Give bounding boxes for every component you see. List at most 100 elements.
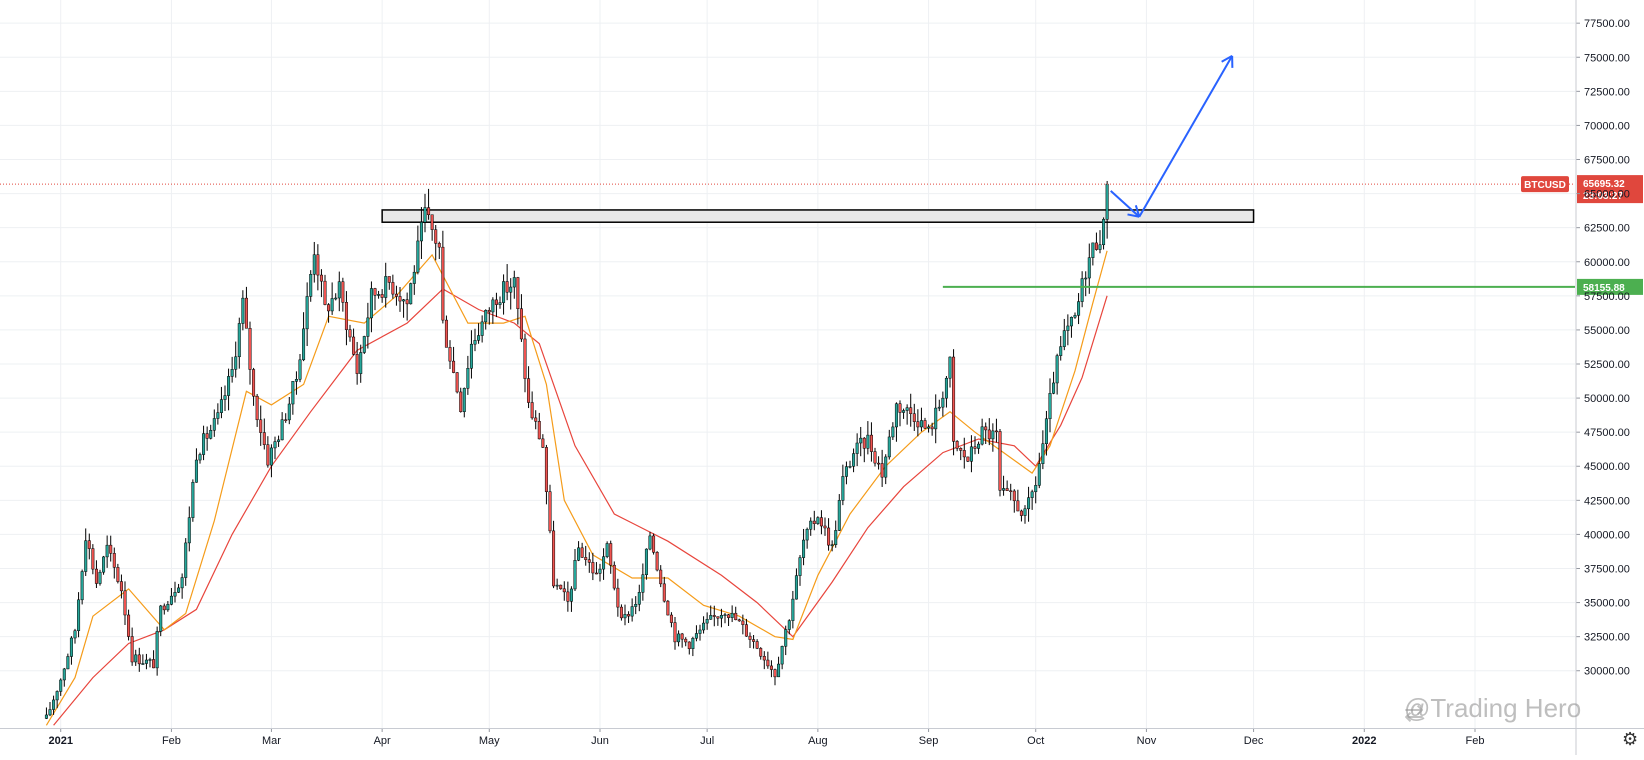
candle <box>1024 509 1027 516</box>
candle <box>613 565 616 588</box>
candle <box>770 666 773 670</box>
y-tick-label: 45000.00 <box>1584 461 1630 473</box>
candle <box>88 541 91 549</box>
candle <box>109 545 112 553</box>
candle <box>320 275 323 281</box>
x-tick-label: Feb <box>162 735 181 747</box>
candle <box>831 545 834 546</box>
candle <box>1074 315 1077 317</box>
candle <box>192 482 195 517</box>
candle <box>317 255 320 275</box>
candle <box>470 344 473 368</box>
candle <box>95 569 98 583</box>
candle <box>695 633 698 638</box>
gear-icon[interactable]: ⚙ <box>1622 729 1638 749</box>
candle <box>634 604 637 606</box>
candle <box>217 413 220 419</box>
candle <box>402 300 405 301</box>
candle <box>942 398 945 407</box>
candle <box>256 396 259 420</box>
candle <box>534 418 537 421</box>
candle <box>763 656 766 660</box>
candle <box>806 529 809 540</box>
candle <box>370 288 373 317</box>
candle <box>709 615 712 619</box>
candle <box>738 620 741 621</box>
x-tick-label: 2022 <box>1352 735 1376 747</box>
candle <box>392 282 395 294</box>
candle <box>820 518 823 526</box>
candle <box>70 638 73 656</box>
candle <box>1084 278 1087 279</box>
candle <box>577 548 580 560</box>
candle <box>545 447 548 491</box>
candle <box>324 281 327 304</box>
candle <box>588 560 591 563</box>
candle <box>99 572 102 583</box>
candle <box>892 427 895 437</box>
candle <box>363 336 366 352</box>
candle <box>563 589 566 592</box>
candle <box>181 578 184 588</box>
candle <box>856 443 859 454</box>
candle <box>388 276 391 282</box>
candle <box>452 361 455 372</box>
x-tick-label: Nov <box>1137 735 1157 747</box>
candle <box>59 680 62 691</box>
candle <box>992 431 995 439</box>
candle <box>338 282 341 298</box>
candle <box>1052 383 1055 393</box>
candle <box>252 370 255 397</box>
candle <box>609 543 612 565</box>
ema-fast-line <box>46 251 1107 726</box>
candle <box>384 276 387 297</box>
y-tick-label: 35000.00 <box>1584 598 1630 610</box>
candle <box>752 640 755 642</box>
candle <box>213 418 216 430</box>
candle <box>974 447 977 449</box>
candle <box>581 548 584 558</box>
x-tick-label: Aug <box>808 735 828 747</box>
candle <box>824 526 827 528</box>
candle <box>884 457 887 477</box>
candle <box>877 463 880 464</box>
candle <box>727 615 730 618</box>
candle <box>313 255 316 275</box>
candle <box>1092 243 1095 258</box>
candle <box>817 518 820 524</box>
candle <box>670 615 673 623</box>
candle <box>509 287 512 292</box>
y-tick-label: 57500.00 <box>1584 291 1630 303</box>
candle <box>967 457 970 461</box>
x-tick-label: Feb <box>1466 735 1485 747</box>
resistance-zone-layer <box>382 210 1253 222</box>
candle <box>649 536 652 549</box>
candle <box>456 373 459 392</box>
candle <box>242 298 245 323</box>
candle <box>970 447 973 461</box>
candle <box>781 646 784 664</box>
candle <box>852 454 855 467</box>
candle <box>331 298 334 310</box>
candle <box>434 230 437 244</box>
x-tick-label: Oct <box>1027 735 1044 747</box>
candle <box>788 621 791 630</box>
candle <box>506 282 509 293</box>
candle <box>209 430 212 438</box>
candle <box>1102 219 1105 244</box>
candle <box>56 691 59 699</box>
candle <box>631 607 634 617</box>
candle <box>299 360 302 379</box>
candle <box>499 303 502 305</box>
candle <box>663 584 666 601</box>
candle <box>570 589 573 601</box>
candle <box>163 606 166 610</box>
candle <box>595 573 598 574</box>
candle <box>863 438 866 448</box>
candle <box>895 404 898 427</box>
candle <box>417 241 420 272</box>
candle <box>352 337 355 354</box>
settings-button[interactable]: ⚙ <box>1622 729 1638 749</box>
